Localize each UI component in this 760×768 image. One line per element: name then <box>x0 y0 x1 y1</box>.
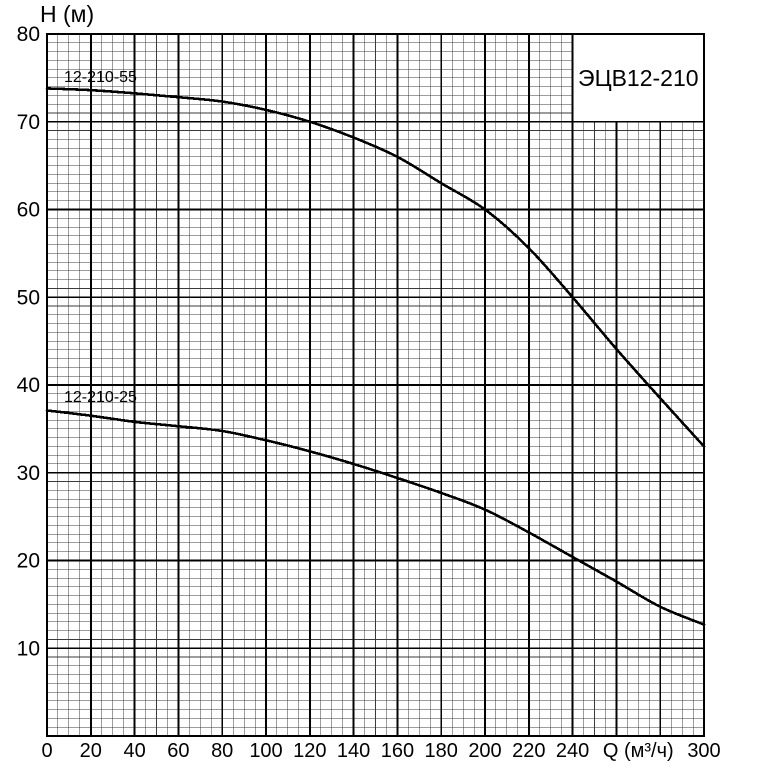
svg-text:300: 300 <box>687 740 720 762</box>
svg-text:120: 120 <box>293 740 326 762</box>
svg-text:60: 60 <box>17 199 40 222</box>
svg-text:60: 60 <box>167 740 189 762</box>
svg-text:180: 180 <box>425 740 458 762</box>
svg-text:220: 220 <box>512 740 545 762</box>
svg-text:Q (м³/ч): Q (м³/ч) <box>603 740 674 762</box>
svg-text:100: 100 <box>249 740 282 762</box>
svg-text:12-210-55: 12-210-55 <box>64 69 137 86</box>
svg-text:200: 200 <box>468 740 501 762</box>
svg-text:10: 10 <box>17 637 40 660</box>
svg-text:20: 20 <box>80 740 102 762</box>
svg-text:40: 40 <box>17 374 40 397</box>
svg-text:70: 70 <box>17 111 40 134</box>
svg-text:80: 80 <box>17 23 40 46</box>
svg-text:40: 40 <box>123 740 145 762</box>
svg-text:H (м): H (м) <box>40 1 94 27</box>
svg-text:0: 0 <box>41 740 52 762</box>
svg-text:240: 240 <box>556 740 589 762</box>
svg-text:160: 160 <box>381 740 414 762</box>
svg-text:12-210-25: 12-210-25 <box>64 389 137 406</box>
svg-text:50: 50 <box>17 286 40 309</box>
svg-text:80: 80 <box>211 740 233 762</box>
svg-text:140: 140 <box>337 740 370 762</box>
svg-text:ЭЦВ12-210: ЭЦВ12-210 <box>578 65 699 91</box>
svg-text:30: 30 <box>17 462 40 485</box>
svg-text:20: 20 <box>17 550 40 573</box>
